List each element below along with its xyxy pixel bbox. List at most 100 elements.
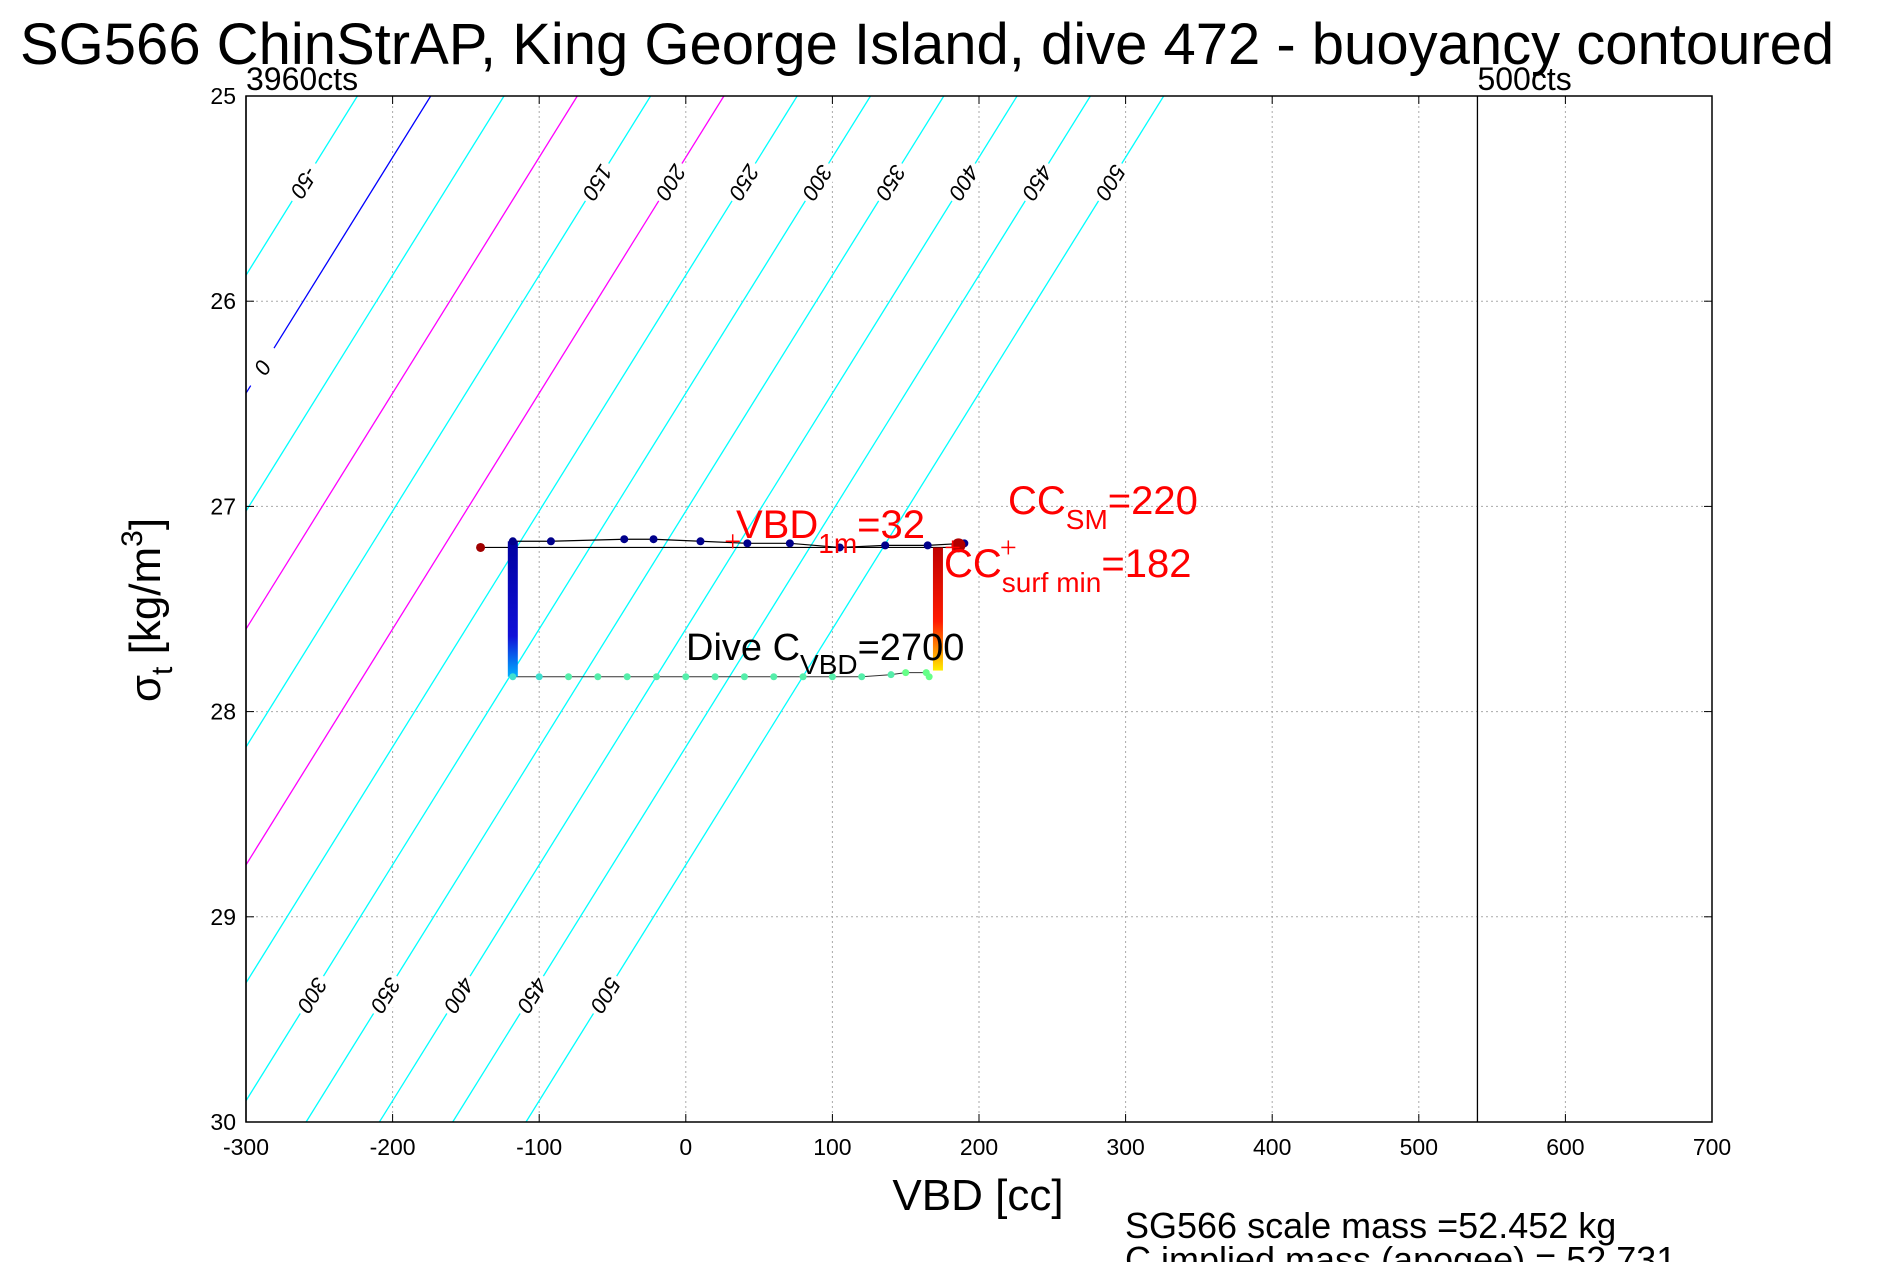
- contour-line: [246, 96, 578, 631]
- footer-implied-mass-main: C: [1125, 1239, 1151, 1262]
- bottom-point: [682, 673, 690, 681]
- bottom-point: [902, 669, 910, 677]
- bottom-point: [799, 673, 807, 681]
- contour-label: 350: [870, 158, 913, 208]
- annotation-cc-sm-sub: SM: [1066, 504, 1108, 535]
- chart-title: SG566 ChinStrAP, King George Island, div…: [20, 12, 1834, 77]
- annotation-cc-surf-min-main: CC: [944, 542, 1002, 586]
- contour-label-bg: [870, 158, 913, 208]
- bottom-point: [594, 673, 602, 681]
- bottom-point: [828, 673, 836, 681]
- annotation-vbd-1m-sub: 1m: [818, 528, 857, 559]
- y-axis-label-sub: t: [146, 666, 179, 675]
- contour-line: [246, 96, 505, 513]
- annotation-dive-cvbd-value: =2700: [858, 627, 965, 669]
- vbd-limit-label: 500cts: [1477, 61, 1571, 97]
- descent-point: [649, 535, 658, 544]
- x-tick-label: -100: [516, 1134, 562, 1160]
- annotation-dive-cvbd-sub: VBD: [800, 649, 858, 680]
- surface-point: [476, 542, 486, 552]
- contour-label: 250: [723, 158, 767, 208]
- contour-line: [246, 96, 358, 277]
- contour-label: 450: [1017, 158, 1060, 208]
- cc-marker: [725, 534, 740, 549]
- contour-label: 300: [292, 971, 335, 1021]
- contour-label: 350: [365, 971, 408, 1021]
- annotation-dive-cvbd: Dive CVBD=2700: [686, 627, 964, 680]
- annotation-cc-surf-min: CCsurf min=182: [944, 542, 1191, 598]
- bottom-point: [711, 673, 719, 681]
- x-tick-label: 100: [813, 1134, 851, 1160]
- bottom-point: [509, 673, 517, 681]
- contour-label-bg: [439, 971, 482, 1021]
- annotation-cc-sm-value: =220: [1108, 479, 1198, 523]
- contour-label-bg: [1090, 158, 1133, 208]
- plot-frame: [245, 95, 1713, 1123]
- bottom-point: [887, 671, 895, 679]
- x-tick-label: -200: [370, 1134, 416, 1160]
- surface-cluster-point: [951, 538, 966, 553]
- contour-label: 150: [577, 158, 620, 208]
- contour-line: [305, 96, 945, 1122]
- bottom-point: [740, 673, 748, 681]
- descent-point: [835, 543, 844, 552]
- y-axis-label-main: σ: [121, 675, 170, 702]
- vbd-limit-lines: 3960cts 500cts: [245, 61, 1572, 1122]
- contour-label: 400: [438, 971, 482, 1021]
- contour-line: [246, 96, 652, 749]
- contour-labels: -50 150 200 250 300 350 400 450 500 0 300 350 400 450…: [243, 158, 1133, 1021]
- y-tick-label: 30: [210, 1109, 236, 1135]
- data-series: [476, 534, 1016, 681]
- bottom-track-line: [512, 672, 930, 678]
- contour-line: [378, 96, 1018, 1122]
- contour-line: [246, 96, 798, 985]
- x-tick-label: 700: [1693, 1134, 1731, 1160]
- contour-line: [246, 96, 872, 1103]
- contour-label-bg: [292, 971, 335, 1021]
- contour-label-bg: [365, 971, 408, 1021]
- x-tick-label: 500: [1400, 1134, 1438, 1160]
- annotation-cc-sm: CCSM=220: [1008, 479, 1198, 535]
- y-axis-label-unit-sup: 3: [116, 530, 149, 547]
- contour-label: 200: [650, 158, 694, 208]
- bottom-point: [925, 673, 933, 681]
- contour-line: [246, 96, 432, 395]
- bottom-point: [535, 673, 543, 681]
- y-tick-label: 29: [210, 904, 236, 930]
- descent-point: [508, 537, 517, 546]
- bottom-point: [623, 673, 631, 681]
- y-tick-label: 28: [210, 699, 236, 725]
- bottom-point: [858, 673, 866, 681]
- annotation-cc-surf-min-sub: surf min: [1002, 567, 1102, 598]
- annotation-vbd-1m-value: =32: [857, 503, 925, 547]
- contour-label: 450: [512, 971, 555, 1021]
- contour-line: [452, 96, 1091, 1122]
- descent-point: [785, 539, 794, 548]
- contour-label-bg: [797, 158, 840, 208]
- contour-line: [525, 96, 1165, 1122]
- grid: [245, 95, 1713, 1123]
- contour-label-bg: [512, 971, 555, 1021]
- contour-label-bg: [1017, 158, 1060, 208]
- descent-point: [546, 537, 555, 546]
- y-axis-label-unit-post: ]: [121, 518, 170, 530]
- annotation-vbd-1m-main: VBD: [736, 503, 818, 547]
- cc-marker: [1001, 540, 1016, 555]
- x-tick-label: 400: [1253, 1134, 1291, 1160]
- contour-label-bg: [724, 158, 767, 208]
- bottom-point: [565, 673, 573, 681]
- contour-label-bg: [585, 971, 628, 1021]
- footer-implied-mass: C implied mass (apogee) = 52.731: [1125, 1239, 1676, 1262]
- cc-marker: [945, 540, 960, 555]
- descent-point: [923, 541, 932, 550]
- y-tick-label: 27: [210, 493, 236, 519]
- footer-scale-mass: SG566 scale mass =52.452 kg: [1125, 1205, 1616, 1246]
- descent-column: [507, 541, 518, 677]
- contour-line: [246, 96, 725, 867]
- contour-label: -50: [284, 158, 327, 208]
- contour-label-bg: [577, 158, 620, 208]
- x-tick-label: 200: [960, 1134, 998, 1160]
- buoyancy-contours: [246, 96, 1165, 1122]
- x-axis-label: VBD [cc]: [892, 1171, 1063, 1220]
